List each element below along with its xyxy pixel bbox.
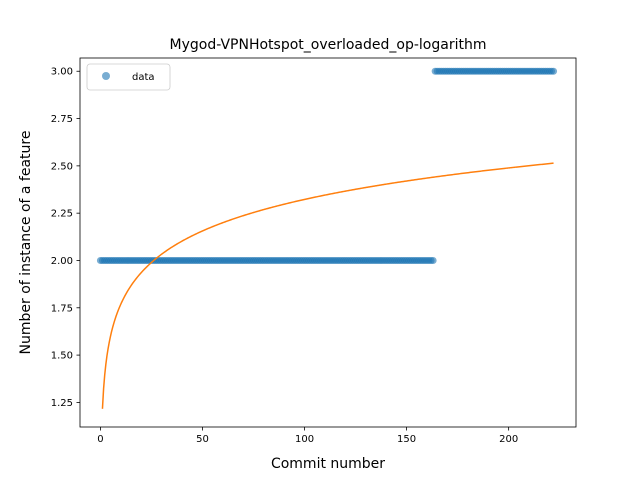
y-tick-label: 1.50	[51, 351, 73, 362]
plot-area	[96, 67, 558, 409]
legend-box	[86, 63, 171, 91]
x-tick-label: 50	[196, 434, 209, 445]
x-tick-label: 200	[499, 434, 518, 445]
x-tick-label: 100	[295, 434, 314, 445]
axes-frame	[79, 57, 577, 428]
legend-marker-data	[102, 72, 110, 80]
x-axis: 0 50 100 150 200	[97, 427, 518, 445]
y-tick-label: 2.75	[51, 114, 73, 125]
data-point	[429, 256, 437, 264]
data-point	[550, 67, 558, 75]
y-tick-label: 2.50	[51, 161, 73, 172]
y-tick-label: 1.75	[51, 303, 73, 314]
x-tick-label: 150	[397, 434, 416, 445]
y-tick-label: 1.25	[51, 398, 73, 409]
legend: data	[86, 63, 171, 91]
fit-line	[101, 162, 554, 409]
y-axis: 1.25 1.50 1.75 2.00 2.25 2.50 2.75 3.00	[51, 67, 80, 409]
x-tick-label: 0	[97, 434, 103, 445]
x-axis-label: Commit number	[271, 456, 385, 472]
y-tick-label: 2.00	[51, 256, 73, 267]
y-axis-label: Number of instance of a feature	[18, 131, 34, 355]
y-tick-label: 2.25	[51, 209, 73, 220]
chart-title: Mygod-VPNHotspot_overloaded_op-logarithm	[170, 37, 487, 53]
legend-label-data: data	[132, 72, 155, 83]
y-tick-label: 3.00	[51, 67, 73, 78]
